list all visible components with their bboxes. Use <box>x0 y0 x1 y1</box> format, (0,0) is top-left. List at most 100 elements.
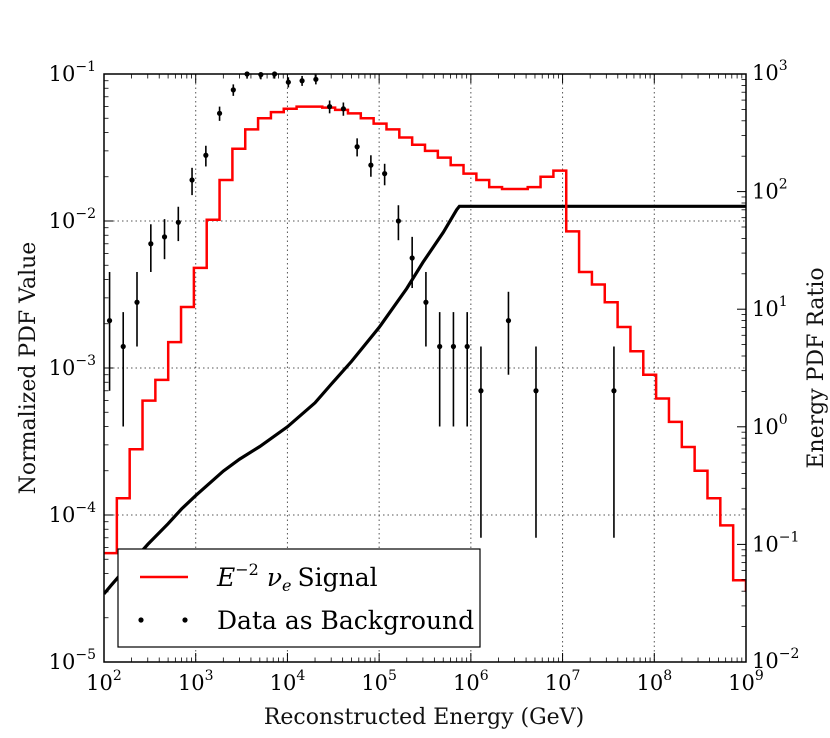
legend-signal-nu: ν <box>267 563 282 592</box>
y-left-tick-label-exponent: −2 <box>75 206 96 222</box>
tick-labels: 102 103 104 105 106 107 108 10910−510−410−310−2… <box>49 58 800 695</box>
y-right-tick-label: 101 <box>752 294 788 321</box>
data-point <box>340 106 346 112</box>
x-tick-label-base: 10 <box>636 671 663 695</box>
data-point <box>354 144 360 150</box>
data-point <box>368 162 374 168</box>
data-point <box>505 318 512 324</box>
ratio-curve-layer <box>104 204 746 595</box>
x-tick-label-exponent: 6 <box>480 668 489 684</box>
signal-step-layer <box>104 105 746 592</box>
x-tick-label: 107 <box>545 668 581 695</box>
x-tick-label-base: 10 <box>178 671 205 695</box>
data-point <box>409 255 415 261</box>
data-point <box>478 388 484 394</box>
data-point <box>299 78 305 84</box>
y-left-tick-label-exponent: −1 <box>75 59 96 75</box>
x-tick-label-base: 10 <box>728 671 755 695</box>
x-tick-label-base: 10 <box>545 671 572 695</box>
x-tick-label-base: 10 <box>361 671 388 695</box>
legend-data-label: Data as Background <box>217 606 474 635</box>
data-point <box>327 104 333 110</box>
y-left-tick-label: 10−1 <box>49 59 96 86</box>
y-left-tick-label-exponent: −4 <box>75 500 96 516</box>
data-point <box>216 110 223 116</box>
y-right-tick-label-exponent: 1 <box>779 294 788 310</box>
x-tick-label: 103 <box>178 668 214 695</box>
legend-signal-energy: E <box>216 563 235 592</box>
x-tick-label: 109 <box>728 668 764 695</box>
data-point <box>230 87 236 93</box>
data-points-layer <box>106 71 617 538</box>
signal-step-line <box>104 105 746 592</box>
data-point <box>120 343 126 350</box>
y-left-tick-label: 10−3 <box>49 353 96 380</box>
legend-signal-label: E−2 νe Signal <box>216 560 378 595</box>
legend: E−2 νe Signal Data as Background <box>117 548 481 648</box>
y-axis-right-title: Energy PDF Ratio <box>804 267 829 468</box>
y-right-tick-label-base: 10 <box>752 297 779 321</box>
data-point <box>161 234 168 240</box>
y-left-tick-label: 10−2 <box>49 206 96 233</box>
y-right-tick-label-exponent: 3 <box>779 58 788 74</box>
data-point <box>533 388 539 394</box>
x-tick-label-base: 10 <box>86 671 113 695</box>
data-point <box>423 299 429 305</box>
legend-signal-word: Signal <box>298 563 378 592</box>
x-tick-label-exponent: 8 <box>663 668 672 684</box>
x-tick-label: 106 <box>453 668 489 695</box>
x-tick-label-base: 10 <box>453 671 480 695</box>
y-left-tick-label-base: 10 <box>49 356 76 380</box>
legend-data-marker-1 <box>138 617 144 623</box>
x-tick-label: 102 <box>86 668 122 695</box>
data-point <box>134 299 140 305</box>
data-point <box>203 152 209 158</box>
y-right-tick-label-base: 10 <box>752 61 779 85</box>
y-left-tick-label-exponent: −3 <box>75 353 96 369</box>
y-right-tick-label-base: 10 <box>752 649 779 673</box>
x-tick-label-base: 10 <box>270 671 297 695</box>
y-left-tick-label-exponent: −5 <box>75 647 96 663</box>
legend-data-marker-2 <box>182 617 188 623</box>
x-tick-label-exponent: 5 <box>388 668 397 684</box>
y-right-tick-label-exponent: −2 <box>779 646 800 662</box>
data-point <box>382 171 388 177</box>
y-right-tick-label-base: 10 <box>752 180 779 204</box>
y-left-tick-label-base: 10 <box>49 62 76 86</box>
grid <box>104 74 746 662</box>
x-tick-label-exponent: 4 <box>296 668 305 684</box>
y-right-tick-label: 10−2 <box>752 646 799 673</box>
y-left-tick-label-base: 10 <box>49 650 76 674</box>
x-tick-label: 108 <box>636 668 672 695</box>
legend-signal-subscript: e <box>282 576 291 595</box>
y-axis-left-title: Normalized PDF Value <box>16 242 41 495</box>
data-point <box>189 177 195 183</box>
ratio-curve <box>104 204 746 595</box>
y-right-tick-label: 102 <box>752 177 788 204</box>
data-point <box>148 241 154 247</box>
y-right-tick-label: 10−1 <box>752 529 799 556</box>
y-right-tick-label-base: 10 <box>752 415 779 439</box>
y-right-tick-label-exponent: 0 <box>779 412 788 428</box>
data-point <box>106 318 113 324</box>
legend-box <box>117 548 481 648</box>
data-point <box>395 218 402 224</box>
y-left-tick-label: 10−5 <box>49 647 96 674</box>
y-right-tick-label-exponent: −1 <box>779 529 800 545</box>
x-tick-label-exponent: 9 <box>755 668 764 684</box>
data-point <box>450 343 457 350</box>
y-right-tick-label-base: 10 <box>752 532 779 556</box>
y-right-tick-label: 103 <box>752 58 788 85</box>
data-point <box>464 343 470 350</box>
data-point <box>611 388 617 394</box>
x-tick-label-exponent: 3 <box>205 668 214 684</box>
x-tick-label: 104 <box>270 668 306 695</box>
y-left-tick-label-base: 10 <box>49 209 76 233</box>
ticks <box>103 73 747 663</box>
data-point <box>285 79 291 85</box>
y-left-tick-label: 10−4 <box>49 500 96 527</box>
x-axis-title: Reconstructed Energy (GeV) <box>264 705 584 730</box>
data-point <box>437 343 443 350</box>
x-tick-label-exponent: 2 <box>113 668 122 684</box>
